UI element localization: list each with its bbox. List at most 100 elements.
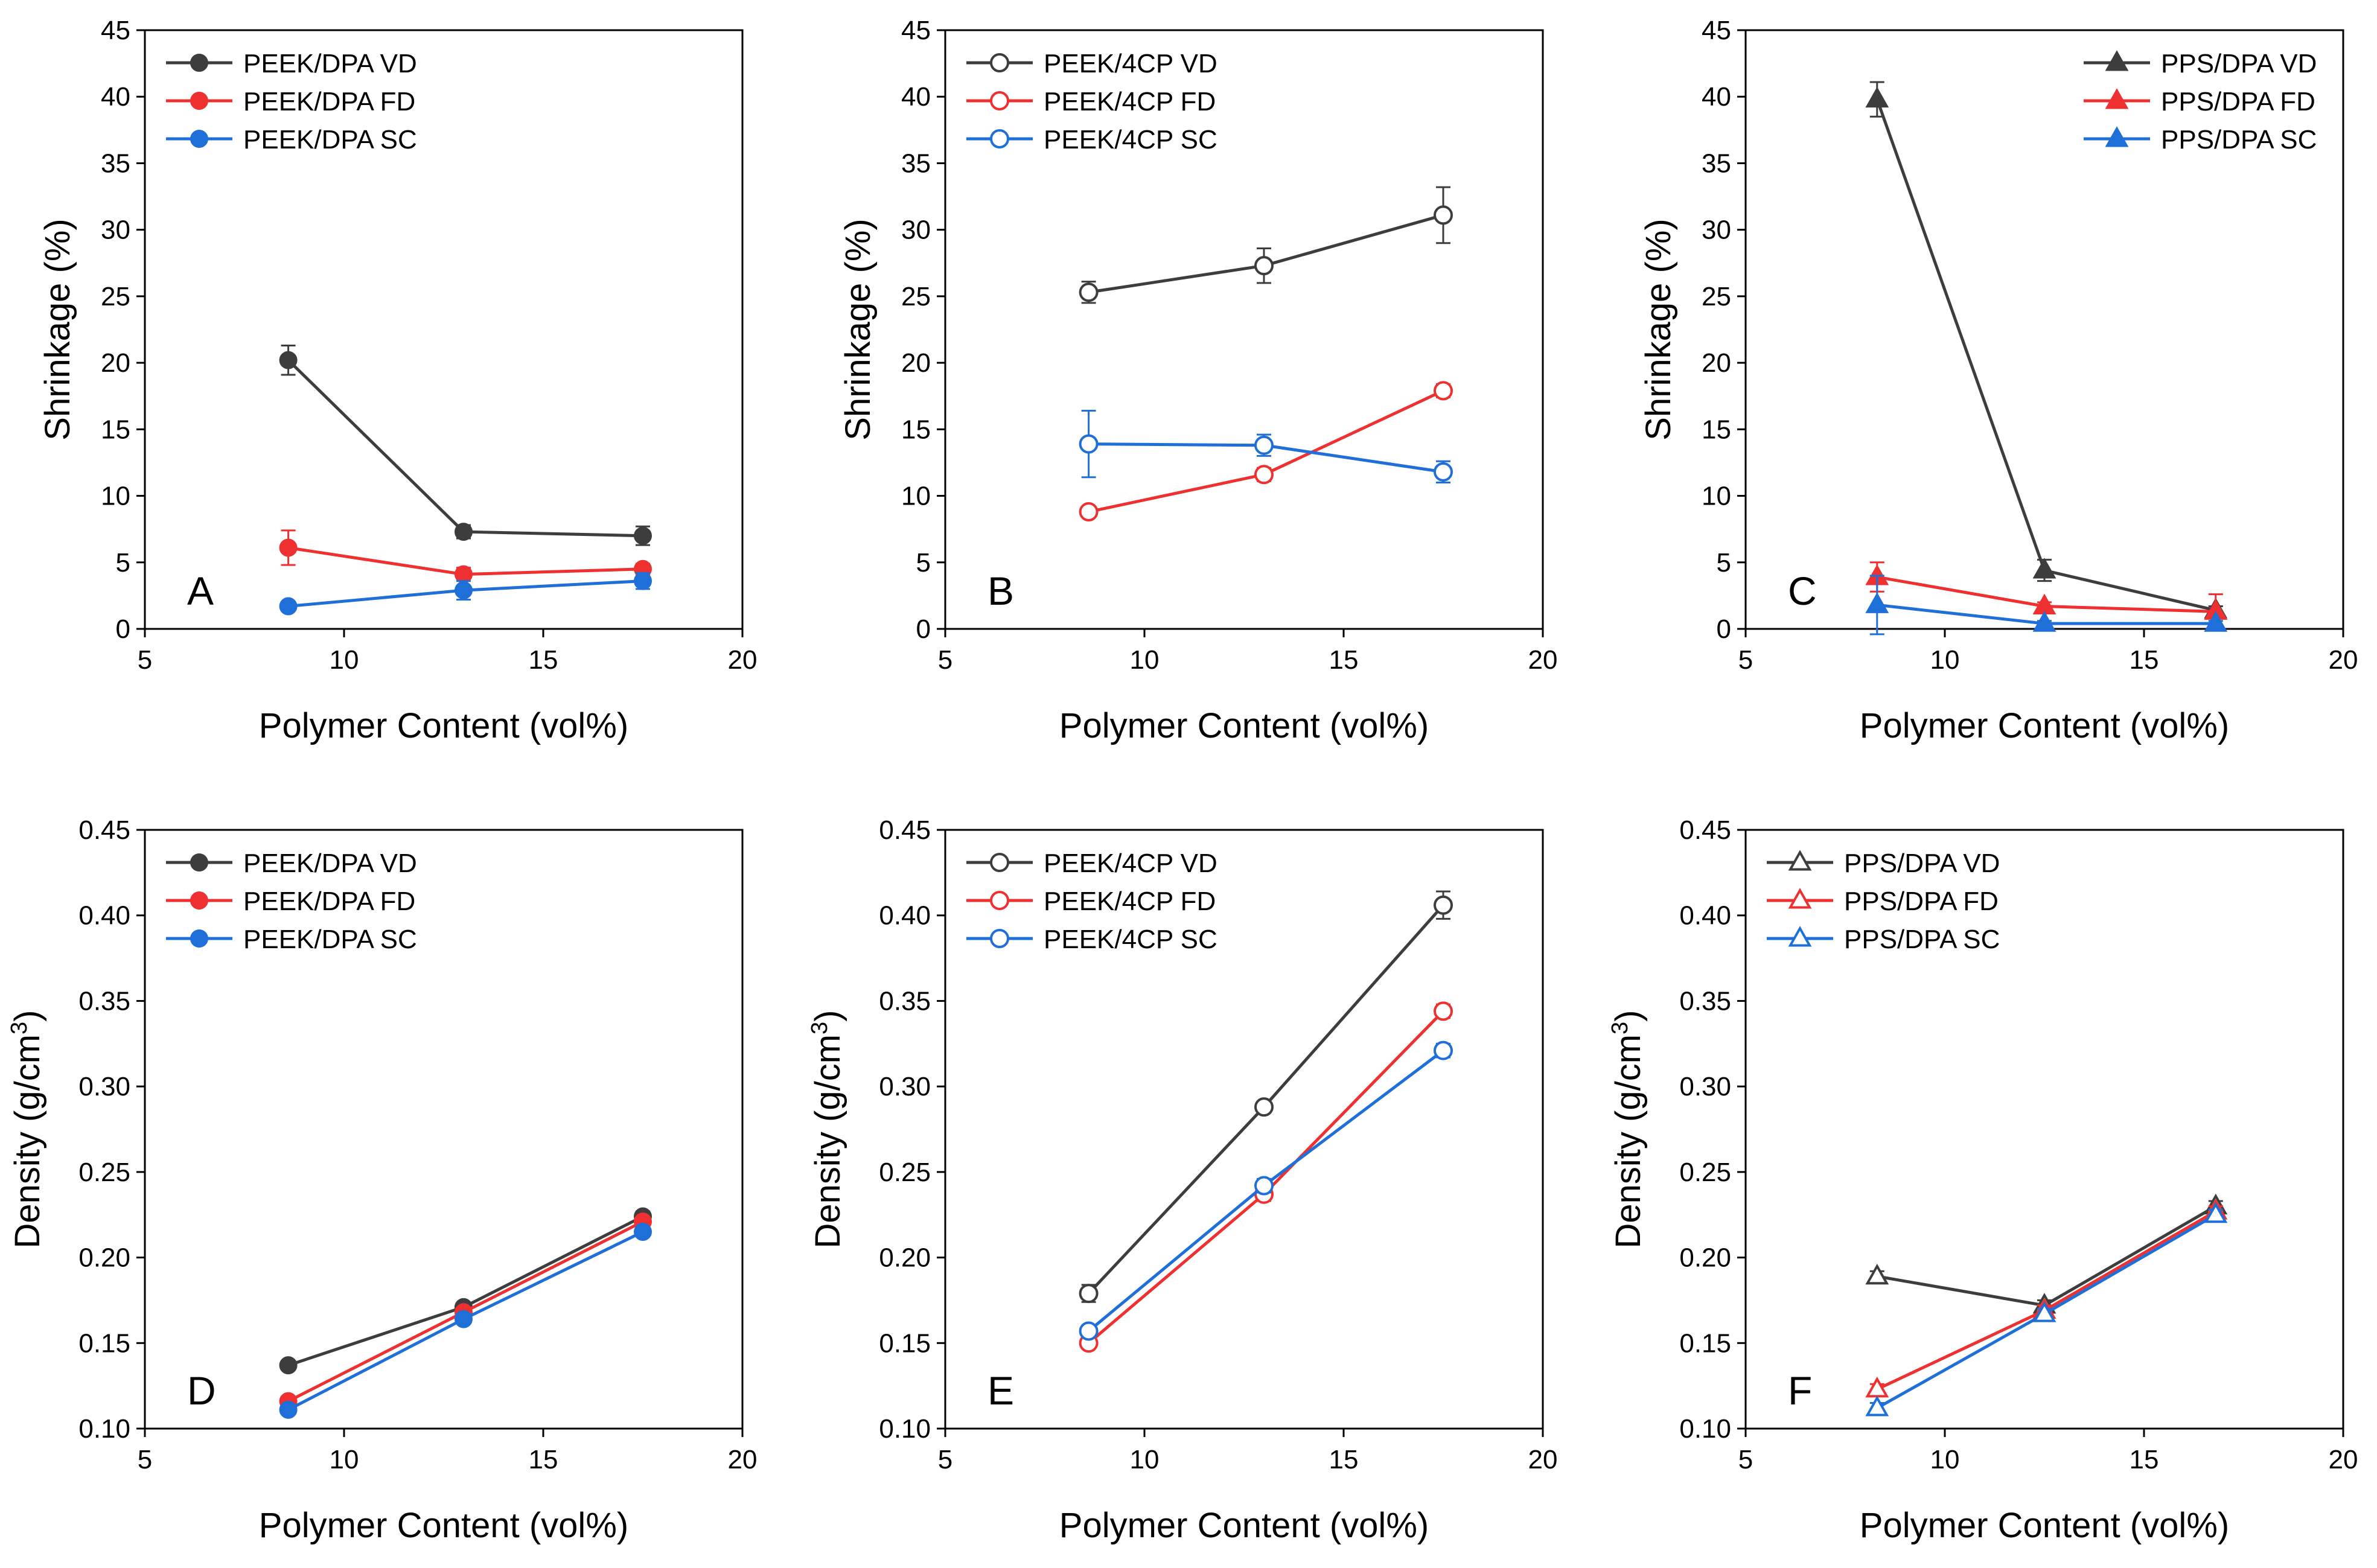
x-tick-label: 10 [1130,1445,1160,1474]
y-tick-label: 45 [901,16,931,45]
y-tick-label: 0.35 [879,986,931,1016]
plot-frame [944,829,1544,1430]
y-tick-label: 0.20 [1679,1243,1731,1273]
data-point [279,597,298,616]
legend-marker [190,92,208,110]
data-point [1865,592,1889,613]
y-tick-label: 40 [101,82,130,112]
y-tick-label: 20 [101,348,130,378]
data-point [455,565,473,584]
data-point [1434,895,1453,915]
y-tick-label: 30 [101,215,130,245]
y-tick-label: 0 [916,614,931,644]
chart-panel-f: 5 10 15 20 0.10 0.15 0.20 0.25 0.30 0.35 0.40 0.45 P… [1607,815,2358,1545]
series-line [1877,1205,2217,1307]
y-tick-label: 0.10 [879,1414,931,1444]
series-line [287,1215,644,1367]
y-axis-label: Density (g/cm3) [7,1010,47,1249]
data-point [1079,434,1099,454]
panel-label: A [187,569,214,613]
plot-frame [1744,829,2344,1430]
x-axis-label: Polymer Content (vol%) [259,706,628,745]
chart-panel-d: 5 10 15 20 0.10 0.15 0.20 0.25 0.30 0.35 0.40 0.45 P… [7,815,757,1545]
y-tick-label: 15 [901,415,931,444]
x-tick-label: 10 [330,1445,359,1474]
legend-label: PEEK/4CP FD [1044,887,1216,916]
x-tick-label: 10 [1130,645,1160,675]
data-point [1254,1176,1274,1196]
series-sc [1079,409,1453,484]
legend-label: PPS/DPA FD [1844,887,1999,916]
y-tick-label: 0.30 [879,1072,931,1101]
y-tick-label: 0.45 [879,815,931,845]
y-tick-label: 15 [101,415,130,444]
y-tick-label: 0.35 [1679,986,1731,1016]
y-tick-label: 5 [116,548,130,578]
x-tick-label: 20 [2329,645,2358,675]
legend-marker [1788,850,1812,871]
x-tick-label: 10 [1930,1445,1960,1474]
legend-marker [2105,50,2129,71]
y-tick-label: 35 [1702,148,1731,178]
x-tick-label: 20 [1528,1445,1558,1474]
data-point [1865,1395,1889,1417]
legend-marker [190,891,208,910]
y-tick-label: 0.20 [879,1243,931,1273]
data-point [455,1310,473,1328]
y-tick-label: 0.40 [78,901,130,931]
y-tick-label: 0.15 [1679,1328,1731,1358]
x-tick-label: 20 [728,1445,758,1474]
y-tick-label: 0.10 [1679,1414,1731,1444]
data-point [279,538,298,557]
legend: PEEK/4CP VD PEEK/4CP FD PEEK/4CP SC [966,49,1217,155]
x-axis-label: Polymer Content (vol%) [1059,1506,1429,1545]
y-tick-label: 0.25 [78,1158,130,1187]
series-sc [279,1223,652,1419]
legend-label: PEEK/DPA SC [243,125,417,155]
x-tick-label: 15 [529,645,558,675]
legend-label: PEEK/DPA FD [243,887,415,916]
data-point [634,572,652,590]
series-vd [279,344,652,546]
x-tick-label: 20 [728,645,758,675]
x-tick-label: 5 [138,645,152,675]
legend-label: PEEK/DPA VD [243,49,417,78]
x-tick-label: 5 [1738,1445,1753,1474]
plot-frame [144,829,744,1430]
panel-label: C [1788,569,1817,613]
y-tick-label: 0.30 [1679,1072,1731,1101]
y-tick-label: 40 [901,82,931,112]
x-tick-label: 10 [1930,645,1960,675]
legend-label: PEEK/4CP SC [1044,925,1217,954]
legend-label: PPS/DPA SC [2161,125,2317,155]
series-sc [1865,1202,2228,1417]
series-sc [279,572,652,616]
legend: PEEK/DPA VD PEEK/DPA FD PEEK/DPA SC [166,849,417,954]
y-tick-label: 10 [901,482,931,511]
y-tick-label: 0.40 [1679,901,1731,931]
legend-marker [990,891,1009,910]
data-point [634,1223,652,1241]
x-axis-label: Polymer Content (vol%) [259,1506,628,1545]
series-line [1088,214,1444,294]
series-vd [1865,1193,2228,1314]
y-tick-label: 0.45 [1679,815,1731,845]
y-tick-label: 0.25 [1679,1158,1731,1187]
legend-label: PEEK/DPA VD [243,849,417,878]
legend-marker [2105,88,2129,109]
data-point [1865,86,1889,108]
series-vd [1079,186,1453,304]
series-vd [279,1207,652,1375]
series-fd [1079,381,1453,522]
legend-marker [1788,888,1812,909]
y-tick-label: 0 [1717,614,1731,644]
legend-marker [990,91,1009,110]
plot-frame [944,29,1544,630]
x-tick-label: 15 [2130,645,2159,675]
legend-marker [990,853,1009,872]
y-tick-label: 45 [101,16,130,45]
x-tick-label: 15 [1329,645,1359,675]
panel-label: D [187,1368,216,1413]
panel-label: F [1788,1368,1812,1413]
